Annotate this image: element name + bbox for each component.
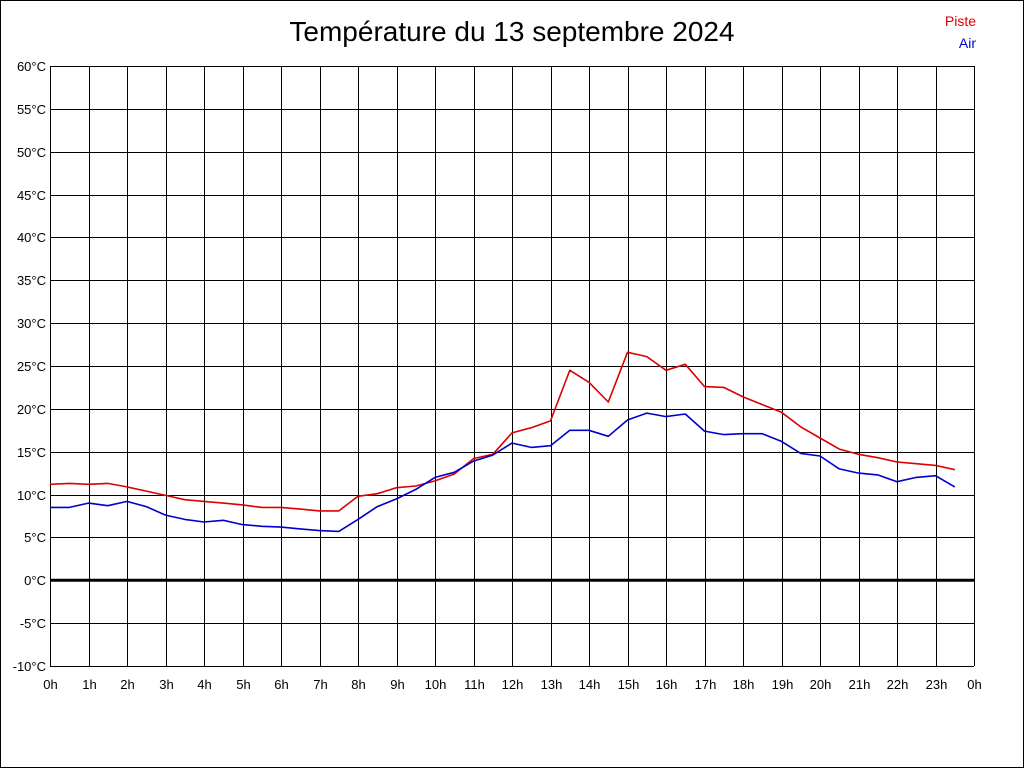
x-tick-label: 4h bbox=[197, 677, 211, 692]
series-line-air bbox=[50, 412, 956, 533]
y-tick-label: 25°C bbox=[17, 359, 46, 374]
legend-entry-air: Air bbox=[958, 35, 976, 51]
series-line-piste bbox=[49, 351, 955, 512]
x-tick-label: 22h bbox=[887, 677, 909, 692]
axis-layer: 0h 1h 2h 3h 4h 5h 6h 7h 8h 9h 10h 11h 12h 13h 14h 15h 16… bbox=[13, 59, 982, 692]
y-tick-label: 45°C bbox=[17, 188, 46, 203]
x-tick-label: 15h bbox=[618, 677, 640, 692]
x-tick-label: 1h bbox=[82, 677, 96, 692]
x-tick-label: 13h bbox=[541, 677, 563, 692]
x-tick-label: 18h bbox=[733, 677, 755, 692]
y-tick-label: 15°C bbox=[17, 445, 46, 460]
y-tick-label: 0°C bbox=[24, 573, 46, 588]
x-tick-label: 9h bbox=[390, 677, 404, 692]
y-tick-label: -10°C bbox=[13, 659, 46, 674]
legend-entry-piste: Piste bbox=[944, 13, 976, 29]
y-tick-label: -5°C bbox=[20, 616, 46, 631]
grid bbox=[50, 66, 975, 667]
x-tick-label: 2h bbox=[120, 677, 134, 692]
x-tick-label: 5h bbox=[236, 677, 250, 692]
x-tick-label: 0h bbox=[967, 677, 981, 692]
chart-title: Température du 13 septembre 2024 bbox=[289, 16, 735, 47]
x-tick-label: 17h bbox=[695, 677, 717, 692]
x-tick-label: 20h bbox=[810, 677, 832, 692]
y-tick-label: 10°C bbox=[17, 488, 46, 503]
x-tick-label: 16h bbox=[656, 677, 678, 692]
x-tick-label: 7h bbox=[313, 677, 327, 692]
x-tick-label: 10h bbox=[425, 677, 447, 692]
y-tick-label: 35°C bbox=[17, 273, 46, 288]
x-tick-label: 6h bbox=[274, 677, 288, 692]
x-tick-label: 14h bbox=[579, 677, 601, 692]
x-tick-label: 21h bbox=[849, 677, 871, 692]
x-tick-label: 23h bbox=[926, 677, 948, 692]
x-tick-label: 3h bbox=[159, 677, 173, 692]
y-tick-label: 50°C bbox=[17, 145, 46, 160]
y-tick-label: 40°C bbox=[17, 230, 46, 245]
x-tick-label: 0h bbox=[43, 677, 57, 692]
series-layer bbox=[49, 351, 956, 533]
x-tick-label: 12h bbox=[502, 677, 524, 692]
y-tick-label: 55°C bbox=[17, 102, 46, 117]
y-tick-label: 20°C bbox=[17, 402, 46, 417]
y-tick-label: 30°C bbox=[17, 316, 46, 331]
x-tick-label: 8h bbox=[351, 677, 365, 692]
y-tick-label: 60°C bbox=[17, 59, 46, 74]
x-tick-label: 19h bbox=[772, 677, 794, 692]
y-tick-label: 5°C bbox=[24, 530, 46, 545]
x-tick-label: 11h bbox=[464, 677, 485, 692]
